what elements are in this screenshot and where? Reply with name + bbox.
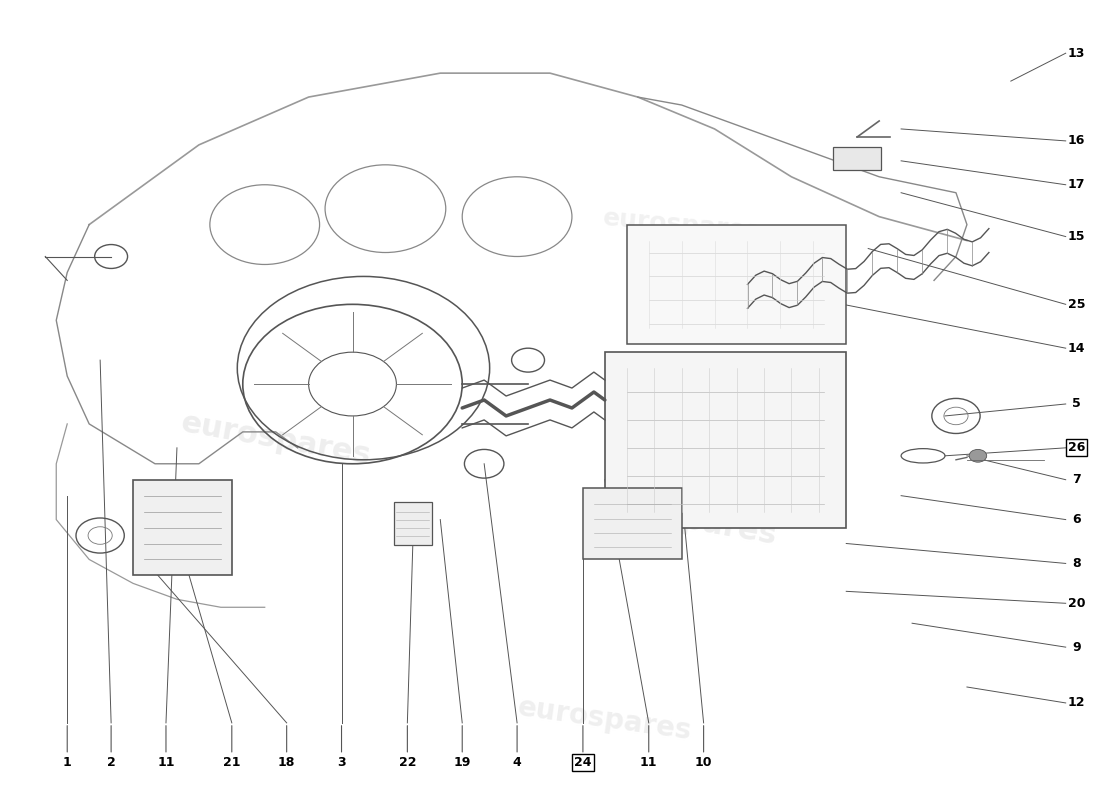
Text: 24: 24: [574, 756, 592, 770]
Text: 22: 22: [398, 756, 416, 770]
Text: 11: 11: [640, 756, 658, 770]
Text: 11: 11: [157, 756, 175, 770]
Text: 17: 17: [1068, 178, 1086, 191]
Text: 3: 3: [338, 756, 345, 770]
Text: 18: 18: [278, 756, 296, 770]
Text: 20: 20: [1068, 597, 1086, 610]
FancyBboxPatch shape: [627, 225, 846, 344]
FancyBboxPatch shape: [394, 502, 431, 545]
Text: 7: 7: [1072, 474, 1081, 486]
Text: 8: 8: [1072, 557, 1081, 570]
Text: 19: 19: [453, 756, 471, 770]
FancyBboxPatch shape: [605, 352, 846, 527]
FancyBboxPatch shape: [583, 488, 682, 559]
Text: 10: 10: [695, 756, 713, 770]
Text: 12: 12: [1068, 697, 1086, 710]
Text: 1: 1: [63, 756, 72, 770]
Text: 21: 21: [223, 756, 241, 770]
Text: 13: 13: [1068, 46, 1086, 60]
Text: eurospares: eurospares: [602, 206, 761, 243]
Text: 25: 25: [1068, 298, 1086, 311]
Text: eurospares: eurospares: [178, 409, 373, 471]
Text: 9: 9: [1072, 641, 1081, 654]
Text: eurospares: eurospares: [516, 693, 694, 745]
Text: 14: 14: [1068, 342, 1086, 354]
Circle shape: [969, 450, 987, 462]
Text: 26: 26: [1068, 442, 1086, 454]
Text: 6: 6: [1072, 513, 1081, 526]
Text: 15: 15: [1068, 230, 1086, 243]
FancyBboxPatch shape: [133, 480, 232, 575]
Text: 5: 5: [1072, 398, 1081, 410]
Text: 16: 16: [1068, 134, 1086, 147]
Text: 2: 2: [107, 756, 116, 770]
Text: 4: 4: [513, 756, 521, 770]
Text: eurospares: eurospares: [584, 489, 779, 550]
FancyBboxPatch shape: [833, 147, 881, 170]
